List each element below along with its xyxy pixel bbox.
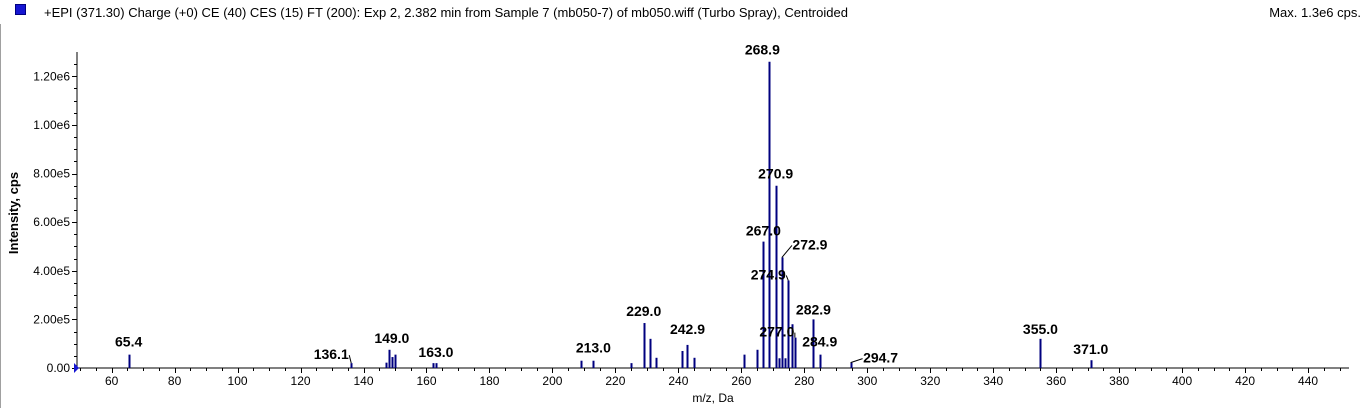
- peak-label: 270.9: [758, 166, 793, 182]
- peak-label: 274.9: [751, 266, 786, 282]
- axis-origin-marker-icon: [74, 363, 79, 373]
- x-tick-label: 400: [1172, 374, 1192, 388]
- y-axis-title: Intensity, cps: [6, 172, 21, 254]
- chart-header: +EPI (371.30) Charge (+0) CE (40) CES (1…: [0, 0, 1363, 24]
- y-tick-label: 6.00e5: [33, 215, 70, 229]
- peak-label: 294.7: [863, 350, 898, 366]
- peak-label: 65.4: [115, 334, 142, 350]
- x-tick-label: 140: [353, 374, 373, 388]
- x-tick-label: 100: [228, 374, 248, 388]
- x-tick-label: 200: [542, 374, 562, 388]
- y-tick-label: 0.00: [47, 361, 71, 375]
- x-tick-label: 180: [479, 374, 499, 388]
- spectrum-title: +EPI (371.30) Charge (+0) CE (40) CES (1…: [44, 5, 848, 20]
- peak-label: 136.1: [314, 346, 349, 362]
- x-tick-label: 80: [168, 374, 182, 388]
- peak-label: 277.0: [759, 324, 794, 340]
- peak-label: 213.0: [576, 340, 611, 356]
- peak-label: 267.0: [746, 223, 781, 239]
- x-tick-label: 280: [794, 374, 814, 388]
- x-tick-label: 120: [291, 374, 311, 388]
- series-legend-icon[interactable]: [15, 4, 26, 15]
- x-tick-label: 300: [857, 374, 877, 388]
- peak-leader-line: [850, 358, 863, 364]
- x-tick-label: 340: [983, 374, 1003, 388]
- x-tick-label: 360: [1046, 374, 1066, 388]
- y-tick-label: 2.00e5: [33, 312, 70, 326]
- peak-labels: 65.4 136.1 149.0 163.0 213.0 229.0 242.9 267.0 2…: [115, 42, 1109, 366]
- peak-label: 355.0: [1023, 321, 1058, 337]
- x-tick-label: 220: [605, 374, 625, 388]
- y-tick-label: 4.00e5: [33, 264, 70, 278]
- peak-leader-line: [781, 245, 793, 258]
- peak-label: 371.0: [1073, 341, 1108, 357]
- x-tick-label: 60: [105, 374, 119, 388]
- x-tick-label: 320: [920, 374, 940, 388]
- peak-bars: [128, 61, 1093, 368]
- peak-label: 149.0: [374, 330, 409, 346]
- peak-leader-line: [785, 275, 789, 281]
- y-tick-label: 8.00e5: [33, 167, 70, 181]
- peak-label: 284.9: [802, 334, 837, 350]
- peak-label: 282.9: [796, 301, 831, 317]
- x-tick-label: 440: [1298, 374, 1318, 388]
- peak-label: 242.9: [670, 321, 705, 337]
- x-axis-title: m/z, Da: [692, 391, 734, 405]
- max-intensity-label: Max. 1.3e6 cps.: [1269, 5, 1361, 20]
- peak-label: 229.0: [626, 303, 661, 319]
- x-tick-label: 160: [416, 374, 436, 388]
- axes: 60 80 100 120 140 160 180 200 220 240 260 280 300 320…: [33, 52, 1349, 388]
- x-tick-label: 260: [731, 374, 751, 388]
- pane-left-border: [0, 24, 1, 408]
- peak-leader-line: [348, 355, 352, 364]
- peak-label: 163.0: [418, 344, 453, 360]
- peak-label: 268.9: [745, 42, 780, 58]
- x-tick-label: 420: [1235, 374, 1255, 388]
- peak-label: 272.9: [792, 236, 827, 252]
- y-tick-label: 1.00e6: [33, 118, 70, 132]
- x-tick-label: 240: [668, 374, 688, 388]
- y-tick-label: 1.20e6: [33, 69, 70, 83]
- x-tick-label: 380: [1109, 374, 1129, 388]
